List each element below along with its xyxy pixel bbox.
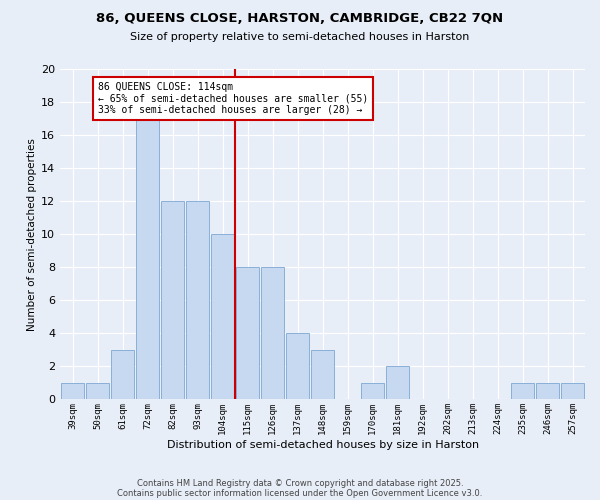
Text: 86, QUEENS CLOSE, HARSTON, CAMBRIDGE, CB22 7QN: 86, QUEENS CLOSE, HARSTON, CAMBRIDGE, CB… [97, 12, 503, 26]
Bar [186, 201, 209, 400]
Bar [211, 234, 234, 400]
Bar [386, 366, 409, 400]
Text: Contains HM Land Registry data © Crown copyright and database right 2025.: Contains HM Land Registry data © Crown c… [137, 478, 463, 488]
Bar [136, 118, 159, 400]
X-axis label: Distribution of semi-detached houses by size in Harston: Distribution of semi-detached houses by … [167, 440, 479, 450]
Bar [361, 383, 384, 400]
Text: Size of property relative to semi-detached houses in Harston: Size of property relative to semi-detach… [130, 32, 470, 42]
Text: 86 QUEENS CLOSE: 114sqm
← 65% of semi-detached houses are smaller (55)
33% of se: 86 QUEENS CLOSE: 114sqm ← 65% of semi-de… [98, 82, 368, 116]
Bar [111, 350, 134, 400]
Bar [236, 267, 259, 400]
Bar [61, 383, 84, 400]
Text: Contains public sector information licensed under the Open Government Licence v3: Contains public sector information licen… [118, 488, 482, 498]
Bar [536, 383, 559, 400]
Bar [511, 383, 534, 400]
Bar [161, 201, 184, 400]
Y-axis label: Number of semi-detached properties: Number of semi-detached properties [27, 138, 37, 330]
Bar [311, 350, 334, 400]
Bar [261, 267, 284, 400]
Bar [561, 383, 584, 400]
Bar [86, 383, 109, 400]
Bar [286, 334, 309, 400]
